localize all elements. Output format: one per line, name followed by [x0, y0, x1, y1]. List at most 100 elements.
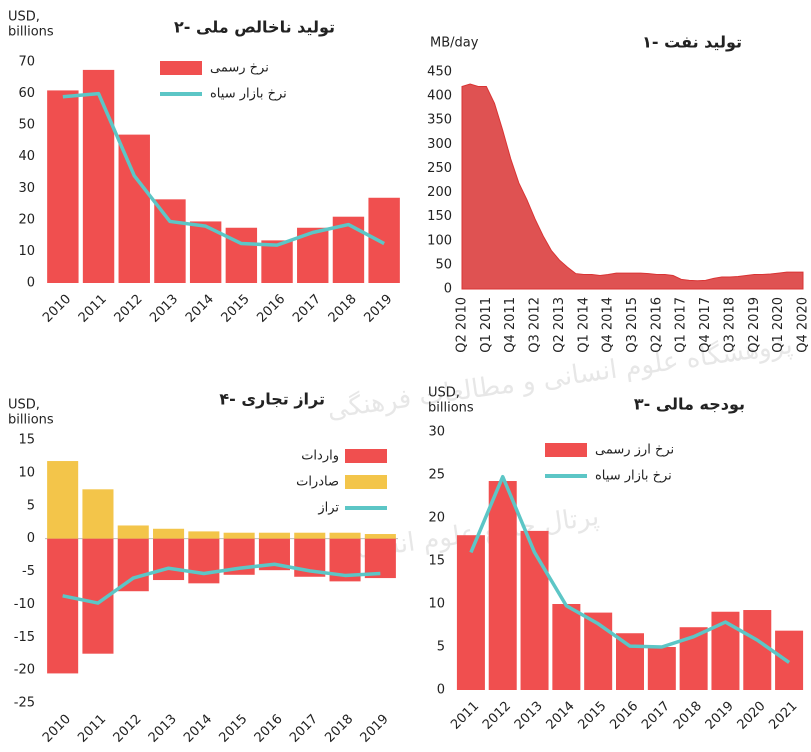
x-tick-label: Q4 2014 [601, 297, 616, 353]
x-tick-label: Q4 2020 [796, 297, 811, 353]
legend-label: نرخ ارز رسمی [595, 443, 674, 458]
x-tick-label: 2019 [703, 699, 737, 733]
y-tick-label: -15 [14, 630, 35, 645]
bar [775, 631, 803, 690]
y-tick-label: 20 [428, 511, 445, 526]
legend-swatch [345, 449, 387, 463]
x-tick-label: 2012 [480, 699, 514, 733]
bar [226, 228, 257, 283]
bar [83, 70, 114, 283]
x-tick-label: 2017 [639, 699, 673, 733]
legend-label: نرخ بازار سیاه [595, 469, 672, 484]
x-tick-label: 2015 [216, 712, 250, 746]
y-tick-label: 30 [428, 425, 445, 440]
x-tick-label: 2014 [183, 292, 217, 326]
legend-label: نرخ رسمی [210, 61, 269, 76]
x-tick-label: 2013 [512, 699, 546, 733]
bar [259, 533, 290, 539]
y-tick-label: 10 [428, 597, 445, 612]
chart-title: ۳- بودجه مالی [634, 395, 745, 414]
y-tick-label: -25 [14, 696, 35, 711]
y-tick-label: 200 [427, 185, 452, 200]
y-axis-label: billions [8, 25, 54, 40]
x-tick-label: 2014 [181, 712, 215, 746]
bar [153, 539, 184, 580]
x-tick-label: 2010 [40, 712, 74, 746]
y-tick-label: 20 [18, 212, 35, 227]
y-tick-label: -5 [22, 564, 35, 579]
bar [648, 647, 676, 690]
legend-swatch [345, 475, 387, 489]
x-tick-label: 2011 [76, 292, 110, 326]
x-tick-label: Q2 2010 [455, 297, 470, 353]
x-tick-label: 2017 [290, 292, 324, 326]
bar [224, 533, 255, 539]
chart-title: ۲- تولید ناخالص ملی [174, 18, 335, 37]
legend-label: نرخ بازار سیاه [210, 87, 287, 102]
bar [188, 539, 219, 584]
x-tick-label: 2016 [252, 712, 286, 746]
y-tick-label: 5 [437, 640, 445, 655]
x-tick-label: Q4 2017 [698, 297, 713, 353]
x-tick-label: Q2 2016 [649, 297, 664, 353]
x-tick-label: 2018 [671, 699, 705, 733]
bar [616, 633, 644, 690]
x-tick-label: 2020 [735, 699, 769, 733]
y-axis-label: billions [428, 401, 474, 416]
y-tick-label: 0 [437, 683, 445, 698]
bar [82, 489, 113, 538]
y-axis-label: USD, [8, 398, 40, 413]
x-tick-label: Q1 2020 [771, 297, 786, 353]
x-tick-label: Q2 2013 [552, 297, 567, 353]
y-tick-label: 250 [427, 161, 452, 176]
y-tick-label: 100 [427, 233, 452, 248]
legend-label: صادرات [296, 475, 339, 490]
legend-swatch [545, 443, 587, 457]
bar [294, 533, 325, 539]
x-tick-label: 2018 [326, 292, 360, 326]
bar [118, 525, 149, 538]
x-tick-label: Q4 2011 [503, 297, 518, 353]
x-tick-label: Q1 2011 [479, 297, 494, 353]
x-tick-label: Q2 2019 [747, 297, 762, 353]
y-tick-label: 15 [18, 433, 35, 448]
bar [119, 135, 150, 283]
y-tick-label: 10 [18, 244, 35, 259]
bar [188, 531, 219, 538]
x-tick-label: Q1 2014 [576, 297, 591, 353]
bar [552, 604, 580, 690]
page: پژوهشگاه علوم انسانی و مطالعات فرهنگی پر… [0, 0, 811, 752]
y-tick-label: 400 [427, 89, 452, 104]
x-tick-label: 2014 [544, 699, 578, 733]
y-tick-label: 70 [18, 55, 35, 70]
bar [368, 198, 399, 283]
x-tick-label: Q1 2017 [674, 297, 689, 353]
y-tick-label: 0 [27, 276, 35, 291]
x-tick-label: 2011 [448, 699, 482, 733]
x-tick-label: 2016 [254, 292, 288, 326]
y-tick-label: 0 [27, 531, 35, 546]
bar [118, 539, 149, 592]
bar [47, 90, 78, 283]
x-tick-label: 2016 [607, 699, 641, 733]
y-axis-label: MB/day [430, 36, 479, 51]
bar [365, 539, 396, 578]
y-tick-label: 50 [435, 257, 452, 272]
y-tick-label: -20 [14, 663, 35, 678]
x-tick-label: 2010 [40, 292, 74, 326]
y-axis-label: USD, [428, 386, 460, 401]
y-tick-label: 350 [427, 113, 452, 128]
x-tick-label: 2018 [322, 712, 356, 746]
x-tick-label: 2015 [575, 699, 609, 733]
x-tick-label: 2019 [358, 712, 392, 746]
area [462, 84, 803, 289]
x-tick-label: Q3 2012 [528, 297, 543, 353]
bar [47, 539, 78, 674]
bar [743, 610, 771, 690]
y-tick-label: 60 [18, 86, 35, 101]
y-tick-label: 50 [18, 118, 35, 133]
y-tick-label: 5 [27, 498, 35, 513]
x-tick-label: Q3 2015 [625, 297, 640, 353]
y-tick-label: 450 [427, 65, 452, 80]
y-axis-label: USD, [8, 10, 40, 25]
